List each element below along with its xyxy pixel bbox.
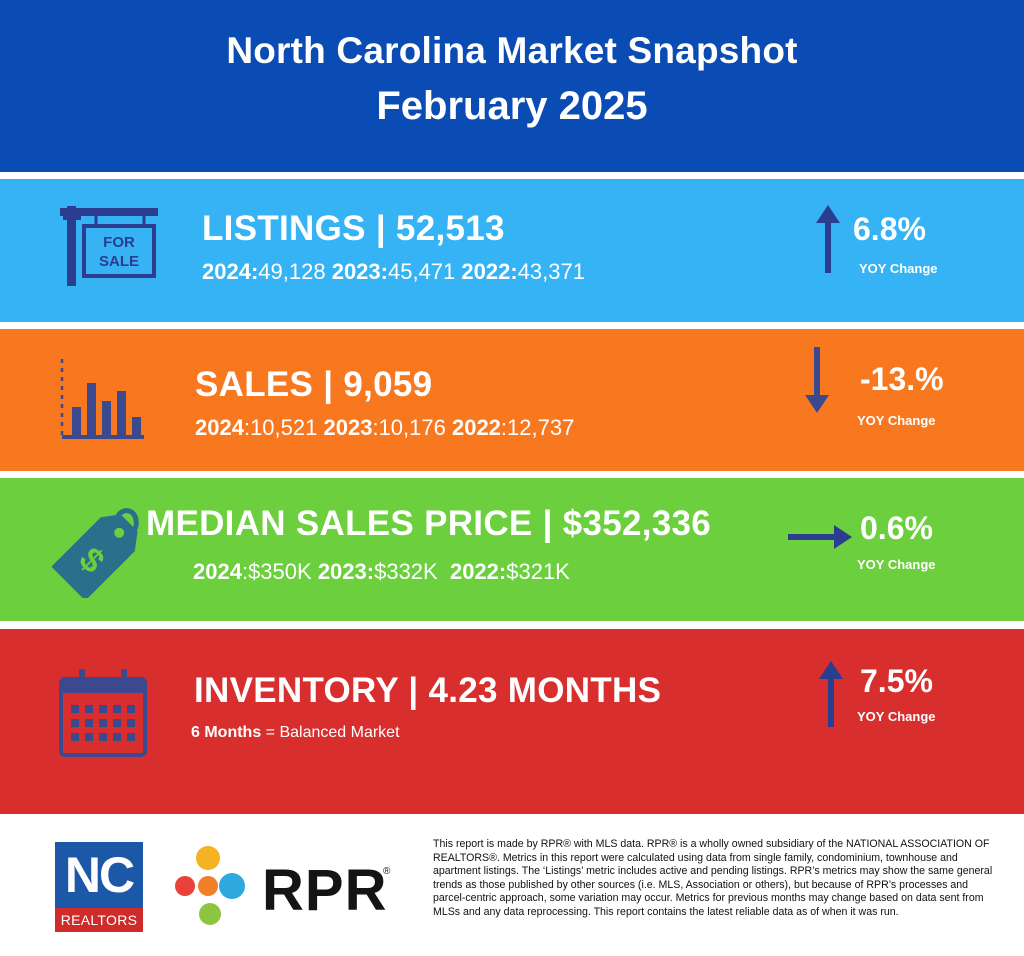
sales-2023-value: :10,176 <box>372 415 446 440</box>
median-price-prior-years: 2024:$350K 2023:$332K 2022:$321K <box>193 559 570 585</box>
nc-realtors-logo: NC REALTORS <box>55 842 143 932</box>
listings-prior-years: 2024:49,128 2023:45,471 2022:43,371 <box>202 259 585 285</box>
rpr-logo-text: RPR <box>262 858 388 923</box>
price-2022-label: 2022: <box>449 559 507 584</box>
sales-2024-value: :10,521 <box>243 415 318 440</box>
nc-logo-mark: NC <box>55 842 143 908</box>
inventory-change: 7.5% <box>860 663 933 699</box>
arrow-up-icon <box>819 661 843 727</box>
arrow-right-icon <box>788 525 852 549</box>
sales-headline: SALES | 9,059 <box>195 365 433 404</box>
for-sale-sign-icon: FOR SALE <box>60 206 158 286</box>
sales-band: SALES | 9,059 2024:10,521 2023:10,176 20… <box>0 329 1024 471</box>
inventory-headline: INVENTORY | 4.23 MONTHS <box>194 671 662 710</box>
nc-logo-subtext: REALTORS <box>55 908 143 932</box>
inventory-note-bold: 6 Months <box>191 724 262 741</box>
sales-2024-label: 2024 <box>195 415 244 440</box>
sales-2023-label: 2023 <box>323 415 373 440</box>
page-subtitle: February 2025 <box>376 84 648 128</box>
listings-change-label: YOY Change <box>859 261 938 276</box>
arrow-up-icon <box>816 205 840 273</box>
listings-2024-label: 2024: <box>202 259 259 284</box>
arrow-down-icon <box>805 347 829 413</box>
listings-change: 6.8% <box>853 211 926 247</box>
for-sale-icon-line1: FOR <box>103 234 135 251</box>
listings-2022-value: 43,371 <box>517 259 585 284</box>
price-2022-value: $321K <box>506 559 570 584</box>
median-price-band: $ MEDIAN SALES PRICE | $352,336 2024:$35… <box>0 478 1024 621</box>
listings-headline: LISTINGS | 52,513 <box>202 209 505 248</box>
price-2023-label: 2023: <box>317 559 375 584</box>
sales-change-label: YOY Change <box>857 413 936 428</box>
listings-2023-label: 2023: <box>331 259 388 284</box>
calendar-icon <box>59 669 147 757</box>
page-title: North Carolina Market Snapshot <box>226 30 798 71</box>
listings-band: FOR SALE LISTINGS | 52,513 2024:49,128 2… <box>0 179 1024 322</box>
header-banner: North Carolina Market Snapshot February … <box>0 0 1024 172</box>
sales-change: -13.% <box>860 361 944 397</box>
price-2023-value: $332K <box>374 559 438 584</box>
inventory-band: INVENTORY | 4.23 MONTHS 6 Months = Balan… <box>0 629 1024 814</box>
inventory-note: 6 Months = Balanced Market <box>191 724 400 742</box>
sales-2022-label: 2022 <box>451 415 501 440</box>
price-2024-label: 2024 <box>193 559 242 584</box>
rpr-logo-icon <box>175 846 245 925</box>
sales-2022-value: :12,737 <box>500 415 575 440</box>
bar-chart-icon <box>60 359 144 439</box>
listings-2022-label: 2022: <box>461 259 518 284</box>
sales-prior-years: 2024:10,521 2023:10,176 2022:12,737 <box>195 415 574 441</box>
inventory-note-rest: = Balanced Market <box>261 724 400 741</box>
footer <box>0 820 1024 956</box>
listings-2023-value: 45,471 <box>387 259 456 284</box>
price-2024-value: :$350K <box>241 559 312 584</box>
median-price-change: 0.6% <box>860 510 933 546</box>
median-price-headline: MEDIAN SALES PRICE | $352,336 <box>146 504 712 543</box>
listings-2024-value: 49,128 <box>258 259 326 284</box>
inventory-change-label: YOY Change <box>857 709 936 724</box>
price-tag-icon: $ <box>52 508 139 598</box>
median-price-change-label: YOY Change <box>857 557 936 572</box>
rpr-registered-mark: ® <box>383 866 391 877</box>
for-sale-icon-line2: SALE <box>99 253 139 270</box>
disclaimer-text: This report is made by RPR® with MLS dat… <box>433 838 993 918</box>
